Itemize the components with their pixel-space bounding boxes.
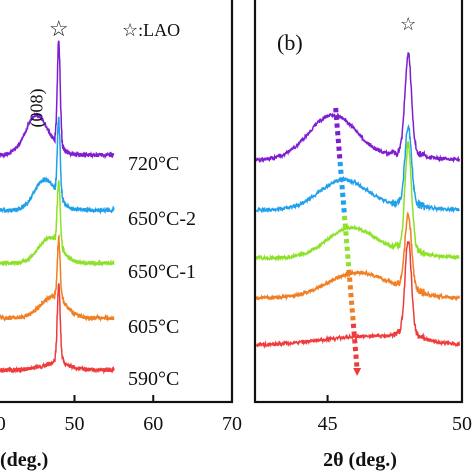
panel-a: 40 50 60 70 720°C 650°C-2 650°C-1 605°C 590°C (00… — [0, 0, 242, 471]
x-tick-label: 50 — [65, 413, 85, 435]
plot-frame — [0, 0, 234, 404]
series-label: 720°C — [128, 153, 179, 175]
trend-arrow-head — [353, 368, 362, 376]
x-axis-label: 2θ (deg.) — [323, 449, 397, 471]
series-label: 605°C — [128, 316, 179, 338]
lao-star-marker: ☆ — [400, 14, 416, 34]
series-label: 650°C-1 — [128, 261, 196, 283]
series-line-720C — [255, 52, 461, 164]
series-label: 590°C — [128, 368, 179, 390]
series-line-590C — [0, 283, 115, 375]
series-line-650C-2 — [255, 123, 461, 214]
legend-lao: ☆:LAO — [122, 20, 180, 40]
series-line-650C-1 — [0, 179, 115, 268]
series-line-590C — [255, 240, 461, 349]
series-line-650C-2 — [0, 116, 115, 215]
series-line-605C — [255, 211, 461, 302]
x-axis-label: (deg.) — [0, 449, 48, 471]
x-tick-label: 50 — [452, 413, 472, 435]
panel-b: 45 50 (b) ☆ 2θ (deg.) — [253, 0, 472, 471]
series-line-605C — [0, 233, 115, 323]
x-tick-label: 45 — [318, 413, 338, 435]
series-label: 650°C-2 — [128, 208, 196, 230]
panel-label-b: (b) — [277, 30, 303, 55]
x-tick-label: 40 — [0, 413, 6, 435]
series-line-650C-1 — [255, 141, 460, 262]
x-tick-label: 60 — [143, 413, 163, 435]
lao-star-marker: ☆ — [49, 16, 69, 41]
x-tick-label: 70 — [222, 413, 242, 435]
peak-label-008: (008) — [27, 89, 48, 128]
plot-frame — [253, 0, 464, 404]
series-line-720C — [0, 40, 115, 160]
